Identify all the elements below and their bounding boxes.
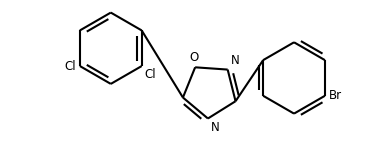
Text: N: N xyxy=(211,121,220,134)
Text: N: N xyxy=(231,54,240,67)
Text: Cl: Cl xyxy=(64,60,76,73)
Text: Br: Br xyxy=(329,89,342,102)
Text: O: O xyxy=(190,51,199,64)
Text: Cl: Cl xyxy=(145,68,156,81)
